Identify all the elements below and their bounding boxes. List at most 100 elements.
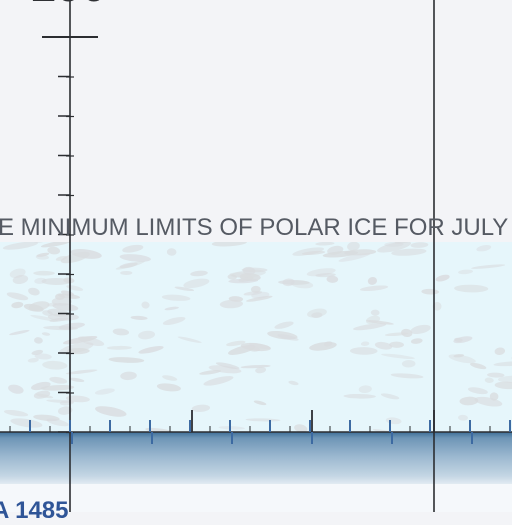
- open-water-band: [0, 432, 512, 484]
- ice-floe-mark: [95, 406, 127, 417]
- ice-floe-mark: [8, 384, 24, 394]
- ice-floe-mark: [40, 242, 72, 248]
- ice-floe-mark: [377, 242, 412, 253]
- ice-floe-mark: [253, 400, 267, 406]
- ice-floe-mark: [401, 360, 416, 368]
- ice-floe-mark: [343, 393, 376, 399]
- ice-floe-mark: [58, 322, 86, 330]
- ice-floe-mark: [11, 301, 24, 309]
- ice-floe-mark: [33, 270, 55, 276]
- graticule-number: 100: [30, 0, 107, 12]
- ice-floe-mark: [190, 270, 208, 277]
- ice-floe-mark: [145, 427, 174, 432]
- ice-floe-mark: [390, 373, 424, 379]
- ice-floe-mark: [156, 383, 181, 392]
- ice-floe-mark: [290, 280, 314, 289]
- ice-floe-mark: [467, 387, 488, 395]
- ice-floe-mark: [130, 315, 148, 320]
- ice-floe-mark: [69, 377, 85, 383]
- ice-floe-mark: [42, 360, 68, 370]
- ice-floe-mark: [274, 321, 294, 329]
- ice-floe-mark: [454, 284, 489, 293]
- ice-floe-mark: [55, 293, 65, 300]
- ice-floe-mark: [374, 341, 393, 350]
- ice-floe-mark: [66, 347, 90, 355]
- ice-floe-mark: [489, 392, 499, 401]
- ice-floe-mark: [6, 292, 29, 301]
- ice-floe-mark: [458, 414, 468, 421]
- ice-floe-mark: [34, 337, 43, 344]
- ice-floe-mark: [358, 385, 372, 393]
- ice-floe-mark: [322, 250, 359, 258]
- ice-floe-mark: [219, 299, 243, 309]
- ice-floe-mark: [12, 274, 29, 285]
- ice-floe-mark: [10, 418, 43, 428]
- ice-floe-mark: [494, 381, 512, 390]
- ice-floe-mark: [31, 349, 44, 356]
- ice-floe-mark: [191, 404, 211, 412]
- ice-floe-mark: [52, 303, 79, 311]
- ice-floe-mark: [138, 330, 156, 340]
- longitude-scale-ticks: [9, 410, 511, 444]
- polar-ice-zone: [0, 242, 512, 432]
- ice-floe-mark: [63, 277, 75, 284]
- ice-floe-mark: [453, 336, 473, 344]
- ice-floe-mark: [493, 361, 512, 367]
- ice-floe-mark: [122, 244, 144, 253]
- ice-floe-mark: [338, 252, 371, 262]
- ice-floe-mark: [410, 324, 431, 334]
- ice-floe-mark: [432, 301, 442, 311]
- ice-floe-mark: [391, 248, 427, 256]
- ice-floe-mark: [494, 347, 506, 355]
- ice-floe-mark: [27, 357, 39, 363]
- ice-floe-mark: [245, 418, 281, 422]
- ice-floe-mark: [484, 377, 494, 383]
- ice-floe-mark: [112, 328, 130, 336]
- ice-floe-mark: [49, 376, 68, 384]
- ice-floe-mark: [108, 357, 145, 363]
- ice-floe-mark: [250, 285, 261, 293]
- ice-floe-mark: [292, 247, 325, 256]
- ice-limits-caption: E MINIMUM LIMITS OF POLAR ICE FOR JULY: [0, 214, 509, 241]
- ice-floe-mark: [46, 418, 69, 427]
- ice-floe-mark: [49, 317, 68, 322]
- ice-floe-mark: [435, 274, 450, 282]
- ice-floe-mark: [161, 294, 191, 301]
- ice-floe-mark: [366, 320, 394, 325]
- ice-floe-mark: [381, 353, 415, 359]
- ice-floe-mark: [65, 369, 98, 375]
- ice-floe-mark: [162, 316, 186, 325]
- ice-floe-mark: [249, 342, 271, 350]
- ice-floe-mark: [470, 362, 487, 370]
- ice-floe-mark: [23, 303, 44, 312]
- ice-floe-mark: [218, 426, 245, 430]
- ice-floe-mark: [476, 245, 492, 252]
- ice-floe-mark: [349, 347, 378, 355]
- ice-floe-mark: [47, 308, 70, 317]
- ice-floe-mark: [315, 242, 335, 246]
- ice-floe-mark: [226, 340, 246, 347]
- ice-floe-mark: [211, 242, 247, 247]
- ice-floe-mark: [301, 250, 326, 255]
- ice-floe-mark: [164, 306, 179, 311]
- ice-floe-mark: [94, 388, 115, 395]
- ice-floe-mark: [241, 267, 268, 273]
- ice-floe-mark: [401, 328, 413, 338]
- ice-floe-mark: [166, 248, 177, 256]
- ice-floe-mark: [119, 254, 151, 262]
- ice-floe-mark: [28, 287, 40, 296]
- ice-floe-mark: [370, 309, 380, 316]
- ice-floe-mark: [487, 372, 505, 378]
- ice-floe-mark: [33, 390, 51, 399]
- lower-ice-area: [0, 484, 512, 512]
- map-grid: [0, 0, 512, 512]
- ice-floe-mark: [215, 362, 240, 370]
- ice-floe-mark: [239, 273, 261, 281]
- ice-floe-mark: [326, 275, 339, 283]
- ice-floe-mark: [372, 429, 408, 432]
- ice-floe-mark: [309, 341, 337, 351]
- ice-floe-mark: [57, 406, 73, 415]
- latitude-scale-ticks: [58, 36, 74, 434]
- ice-floe-mark: [311, 312, 323, 318]
- ice-floe-mark: [359, 285, 389, 292]
